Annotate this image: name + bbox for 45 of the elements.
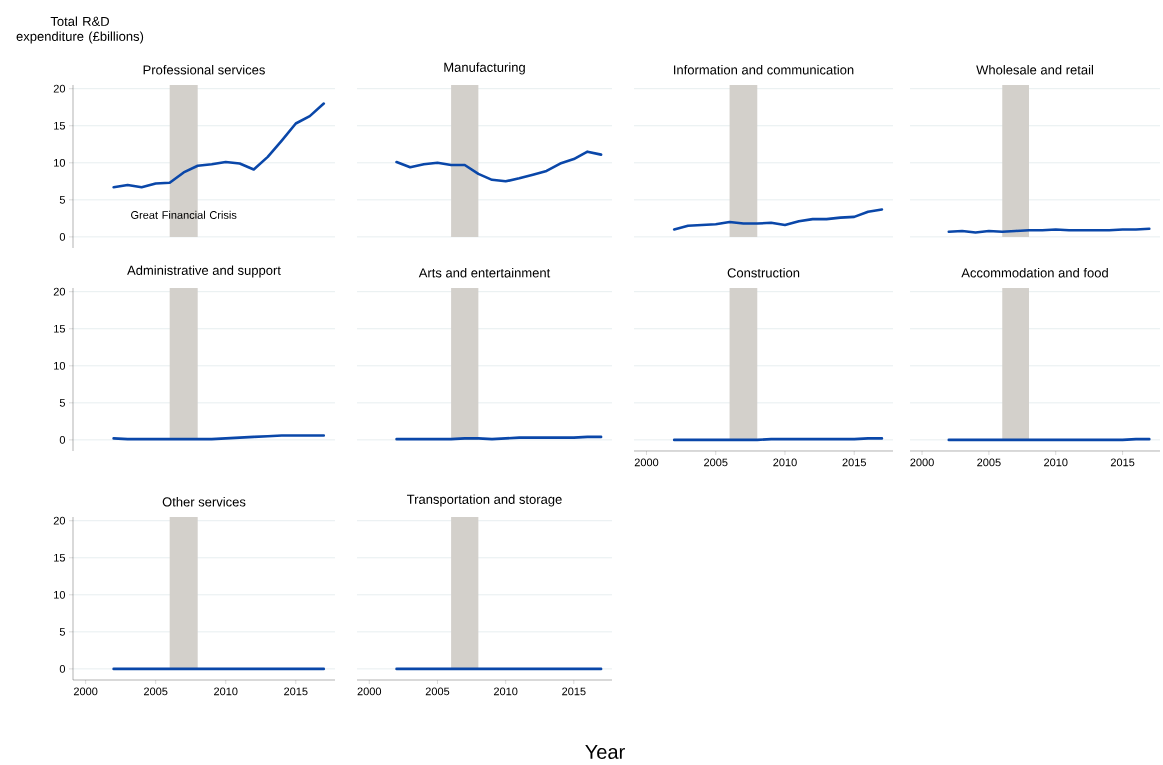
x-tick-label: 2005 xyxy=(143,687,168,696)
y-axis-title: Total R&D expenditure (£billions) xyxy=(16,16,144,44)
x-tick-label: 2000 xyxy=(73,687,98,696)
chart-title: Manufacturing xyxy=(444,62,525,75)
y-tick-label: 5 xyxy=(59,399,66,407)
chart-title: Accommodation and food xyxy=(961,267,1108,278)
x-tick-label: 2010 xyxy=(493,687,518,696)
annotation: Great Financial Crisis xyxy=(131,210,237,219)
x-tick-label: 2010 xyxy=(1044,458,1068,467)
x-axis-title: Year xyxy=(585,745,625,759)
y-tick-label: 10 xyxy=(54,361,66,370)
y-tick-label: 15 xyxy=(54,324,66,333)
y-tick-label: 5 xyxy=(59,628,66,636)
x-tick-label: 2015 xyxy=(1110,458,1135,467)
y-tick-label: 15 xyxy=(54,121,66,130)
y-tick-label: 0 xyxy=(59,435,66,444)
x-tick-label: 2015 xyxy=(284,687,308,696)
chart-title: Information and communication xyxy=(674,64,854,75)
x-tick-label: 2000 xyxy=(910,458,934,467)
x-tick-label: 2000 xyxy=(634,458,659,467)
x-tick-label: 2010 xyxy=(773,458,797,467)
chart-title: Transportation and storage xyxy=(406,494,562,507)
y-tick-label: 0 xyxy=(59,664,66,673)
y-tick-label: 5 xyxy=(59,196,66,204)
chart-title: Arts and entertainment xyxy=(418,267,551,278)
chart-title: Professional services xyxy=(143,64,265,75)
y-tick-label: 20 xyxy=(53,516,66,525)
chart-title: Other services xyxy=(162,496,246,507)
y-tick-label: 20 xyxy=(53,287,66,296)
x-tick-label: 2005 xyxy=(977,458,1001,467)
y-tick-label: 10 xyxy=(54,158,66,167)
y-tick-label: 10 xyxy=(54,590,66,599)
chart-title: Administrative and support xyxy=(127,265,281,278)
x-tick-label: 2010 xyxy=(214,687,238,696)
y-tick-label: 0 xyxy=(59,232,66,241)
y-tick-label: 15 xyxy=(54,553,66,562)
line-series xyxy=(112,102,326,189)
chart-title: Construction xyxy=(727,267,800,278)
y-tick-label: 20 xyxy=(53,84,66,93)
x-tick-label: 2005 xyxy=(704,458,728,467)
x-tick-label: 2015 xyxy=(562,687,586,696)
x-tick-label: 2000 xyxy=(357,687,382,696)
x-tick-label: 2015 xyxy=(842,458,866,467)
x-tick-label: 2005 xyxy=(425,687,450,696)
chart-title: Wholesale and retail xyxy=(976,64,1093,75)
